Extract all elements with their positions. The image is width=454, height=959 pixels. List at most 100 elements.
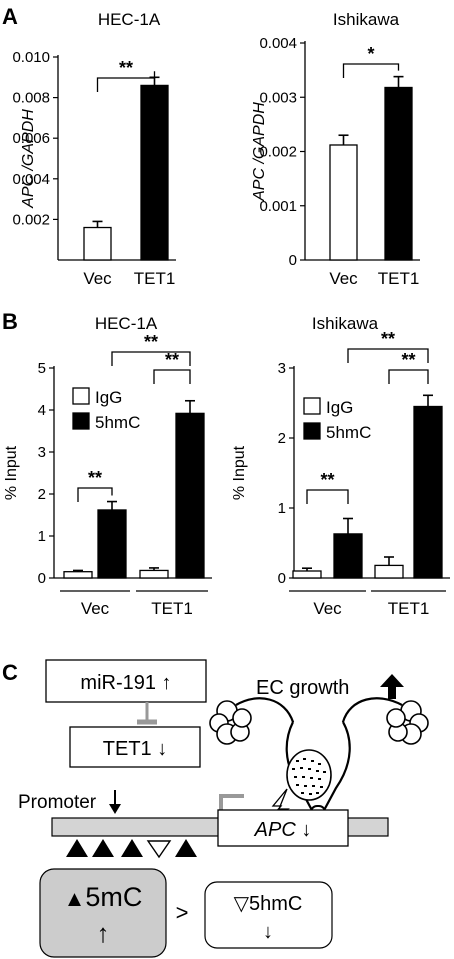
- group-label: TET1: [151, 599, 193, 618]
- legend-swatch-5hmc: [72, 412, 90, 430]
- tss-arrow-icon: [219, 794, 244, 814]
- bar-vec-igg: [63, 571, 93, 579]
- significance-bracket: [111, 351, 191, 366]
- bar-tet1: [140, 84, 169, 261]
- y-tick-label: 0: [289, 252, 297, 269]
- 5hmc-arrow: ↓: [263, 921, 273, 943]
- 5mc-arrow: ↑: [97, 918, 110, 948]
- chart-title: Ishikawa: [333, 10, 400, 29]
- bar-tet1-igg: [139, 569, 169, 579]
- x-tick-label: Vec: [329, 269, 358, 288]
- significance-label: **: [119, 58, 133, 78]
- bar-vec: [329, 144, 358, 261]
- legend-label-igg: IgG: [326, 398, 353, 417]
- significance-bracket: [306, 489, 349, 504]
- significance-bracket: [347, 348, 429, 363]
- legend-label-igg: IgG: [95, 388, 122, 407]
- x-tick-label: TET1: [134, 269, 176, 288]
- tet1-box: [69, 726, 201, 768]
- significance-label: **: [381, 329, 395, 349]
- apc-gene-box: [217, 809, 349, 847]
- panel-letter-b: B: [2, 309, 18, 334]
- up-arrow-icon: [380, 674, 404, 699]
- chart-title: HEC-1A: [98, 10, 161, 29]
- legend-swatch-igg: [303, 397, 321, 415]
- significance-label: **: [144, 332, 158, 352]
- 5mc-marker: [66, 839, 88, 857]
- bar-tet1-5hmc: [413, 405, 443, 579]
- group-label: TET1: [388, 599, 430, 618]
- tet1-label: TET1 ↓: [103, 738, 167, 760]
- y-tick-label: 0.006: [12, 130, 50, 147]
- promoter-arrow-icon: [109, 804, 121, 814]
- y-tick-label: 0: [38, 570, 46, 587]
- bar-vec-5hmc: [333, 533, 363, 579]
- apc-gene-label: APC ↓: [254, 819, 312, 841]
- x-tick-label: TET1: [378, 269, 420, 288]
- legend-label-5hmc: 5hmC: [326, 423, 371, 442]
- significance-label: **: [88, 468, 102, 488]
- y-axis-label: APC /GAPDH: [251, 102, 268, 202]
- y-axis-label-part: GAPDH: [251, 102, 268, 159]
- significance-label: **: [320, 470, 334, 490]
- y-tick-label: 0.001: [259, 198, 297, 215]
- y-tick-label: 2: [278, 430, 286, 447]
- ec-growth-label: EC growth: [256, 677, 349, 699]
- chart-b-hec1a: HEC-1A 0 1 2 3 4 5 % Input Vec TET1 ** ** ** IgG 5hmC: [3, 314, 212, 618]
- y-tick-label: 0.002: [12, 211, 50, 228]
- 5hmc-box: [204, 881, 333, 949]
- y-axis-label: % Input: [231, 445, 248, 500]
- y-tick-label: 0.003: [259, 89, 297, 106]
- panel-letter-a: A: [2, 4, 18, 29]
- y-axis-label-part: APC: [20, 175, 37, 209]
- chart-title: HEC-1A: [95, 314, 158, 333]
- bar-vec: [83, 226, 112, 261]
- significance-bracket: [388, 369, 429, 384]
- y-tick-label: 0.002: [259, 144, 297, 161]
- significance-bracket: [153, 369, 191, 384]
- bar-vec-5hmc: [97, 509, 127, 579]
- bar-tet1-igg: [374, 564, 404, 579]
- y-axis-label-part: /: [20, 165, 37, 175]
- legend-label-5hmc: 5hmC: [95, 413, 140, 432]
- diagram-c: miR-191 ↑ TET1 ↓ EC growth: [18, 659, 429, 958]
- y-tick-label: 2: [38, 486, 46, 503]
- significance-label: **: [165, 350, 179, 370]
- mir191-label: miR-191 ↑: [80, 672, 171, 694]
- tumor-icon: [286, 749, 332, 801]
- x-tick-label: Vec: [83, 269, 112, 288]
- legend-swatch-igg: [72, 387, 90, 405]
- significance-label: *: [367, 44, 374, 64]
- chart-a-ishikawa: Ishikawa 0 0.001 0.002 0.003 0.004 APC /GAPDH V…: [251, 10, 420, 288]
- y-tick-label: 4: [38, 402, 46, 419]
- panel-letter-c: C: [2, 660, 18, 685]
- y-tick-label: 0.008: [12, 90, 50, 107]
- y-axis-label: APC /GAPDH: [20, 109, 37, 209]
- bar-tet1: [384, 86, 413, 261]
- y-tick-label: 0.004: [259, 35, 297, 52]
- 5hmc-label: ▽5hmC: [234, 893, 303, 915]
- mir191-box: [45, 659, 207, 703]
- 5mc-marker: [92, 839, 114, 857]
- promoter-label: Promoter: [18, 792, 97, 813]
- y-tick-label: 0: [278, 570, 286, 587]
- significance-bracket: [96, 71, 156, 92]
- group-label: Vec: [81, 599, 110, 618]
- 5mc-box: [39, 868, 167, 958]
- bar-vec-igg: [292, 570, 322, 579]
- chart-a-hec1a: HEC-1A 0.002 0.004 0.006 0.008 0.010 APC /GAPD…: [12, 10, 176, 288]
- significance-bracket: [77, 487, 113, 502]
- y-axis-label: % Input: [3, 445, 20, 500]
- methylation-markers: [66, 839, 197, 859]
- y-tick-label: 3: [278, 360, 286, 377]
- 5mc-marker: [121, 839, 143, 857]
- 5mc-label: ▲5mC: [64, 882, 143, 912]
- greater-than-sign: >: [176, 900, 189, 925]
- 5hmc-marker: [146, 840, 172, 859]
- chart-title: Ishikawa: [312, 314, 379, 333]
- y-tick-label: 0.010: [12, 49, 50, 66]
- y-tick-label: 3: [38, 444, 46, 461]
- y-axis-label-part: /: [251, 158, 268, 168]
- 5mc-marker: [175, 839, 197, 857]
